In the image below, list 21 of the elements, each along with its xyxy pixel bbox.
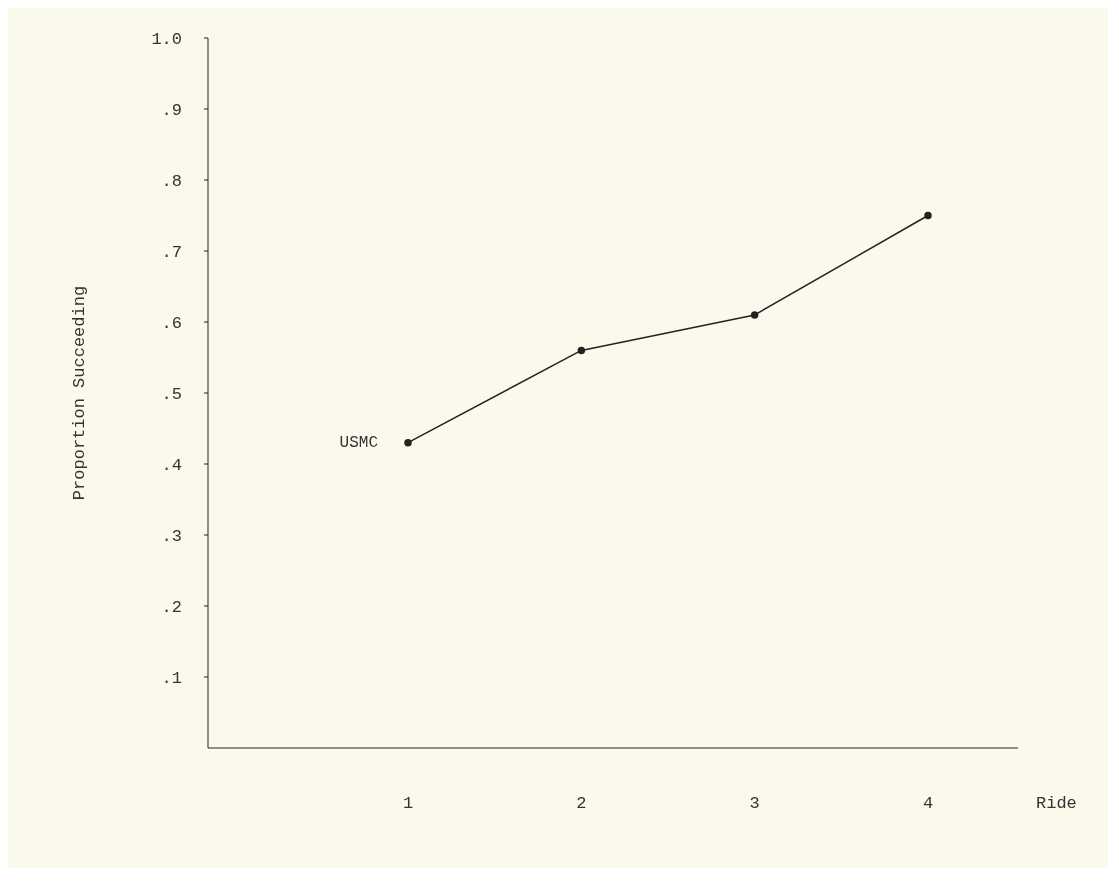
y-tick-label: .9	[161, 101, 182, 121]
point	[577, 346, 586, 355]
y-tick-label: .3	[161, 527, 182, 547]
y-tick-label: .4	[161, 456, 182, 476]
x-tick-label: 1	[402, 794, 414, 814]
point	[404, 438, 412, 447]
x-tick-label: 2	[576, 794, 587, 814]
x-tick-label: 4	[922, 794, 934, 814]
point	[924, 211, 932, 220]
y-tick-label: 1.0	[151, 30, 182, 50]
y-tick-label: .1	[161, 669, 182, 689]
point	[750, 311, 759, 319]
y-tick-label: .5	[161, 385, 182, 405]
y-tick-label: .6	[161, 314, 182, 334]
y-axis-title: Proportion Succeeding	[70, 285, 90, 501]
series-label: USMC	[339, 433, 378, 452]
x-tick-label: 3	[749, 794, 760, 814]
y-tick-label: .7	[161, 243, 182, 263]
y-tick-label: .2	[161, 598, 182, 618]
x-axis-title: Ride	[1036, 794, 1077, 813]
y-tick-label: .8	[161, 172, 182, 192]
